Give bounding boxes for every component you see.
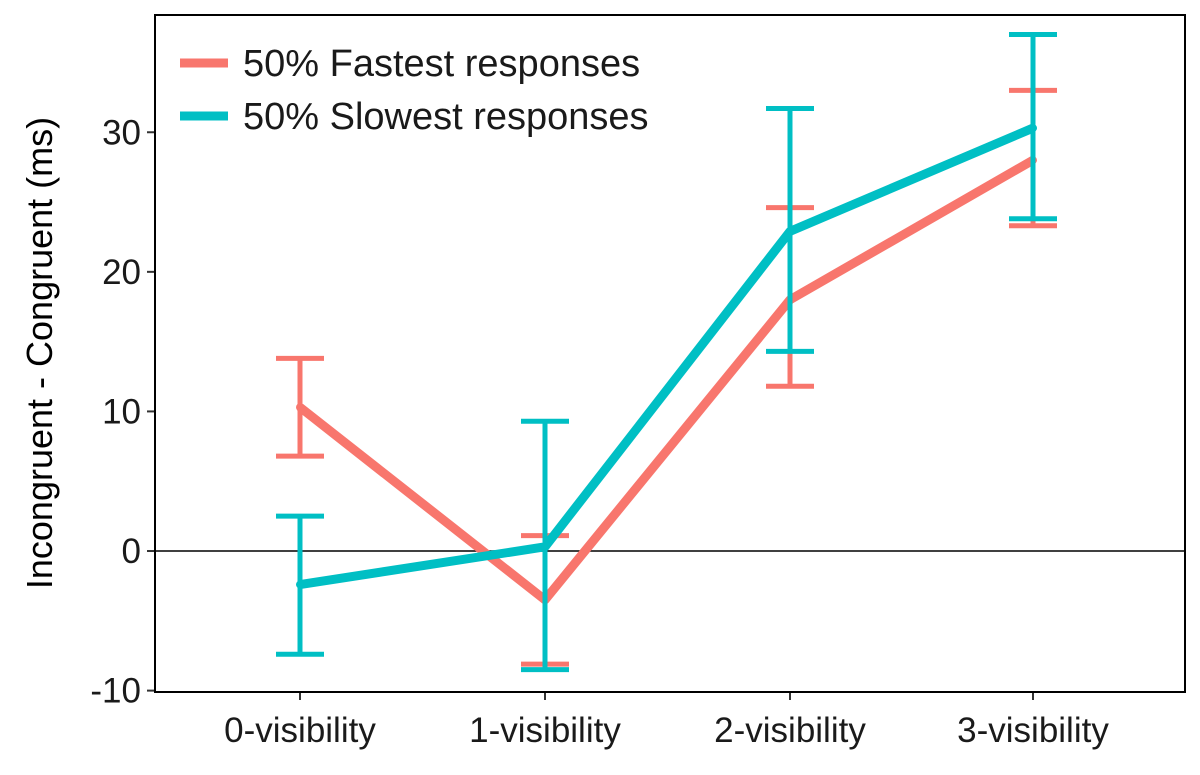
legend-label: 50% Fastest responses xyxy=(243,43,640,85)
y-tick-label: 30 xyxy=(102,113,141,152)
series-fastest xyxy=(276,87,1057,667)
series-slowest xyxy=(276,32,1057,673)
y-tick-label: 10 xyxy=(102,392,141,431)
y-tick-label: 20 xyxy=(102,253,141,292)
plot-border xyxy=(154,14,1186,693)
y-tick-label: 0 xyxy=(122,532,141,571)
data-point xyxy=(1029,124,1037,133)
series-line xyxy=(297,156,1036,605)
x-tick-label: 3-visibility xyxy=(957,711,1109,750)
y-tick-label: -10 xyxy=(90,672,141,711)
data-point xyxy=(296,580,304,589)
x-tick-label: 0-visibility xyxy=(224,711,376,750)
x-tick-label: 1-visibility xyxy=(469,711,621,750)
y-axis-label: Incongruent - Congruent (ms) xyxy=(19,117,60,589)
series-line xyxy=(299,123,1035,589)
x-tick-label: 2-visibility xyxy=(714,711,866,750)
data-point xyxy=(541,542,549,551)
data-point xyxy=(296,403,304,412)
data-point xyxy=(786,227,794,236)
legend: 50% Fastest responses 50% Slowest respons… xyxy=(180,43,649,138)
legend-label: 50% Slowest responses xyxy=(243,96,649,138)
